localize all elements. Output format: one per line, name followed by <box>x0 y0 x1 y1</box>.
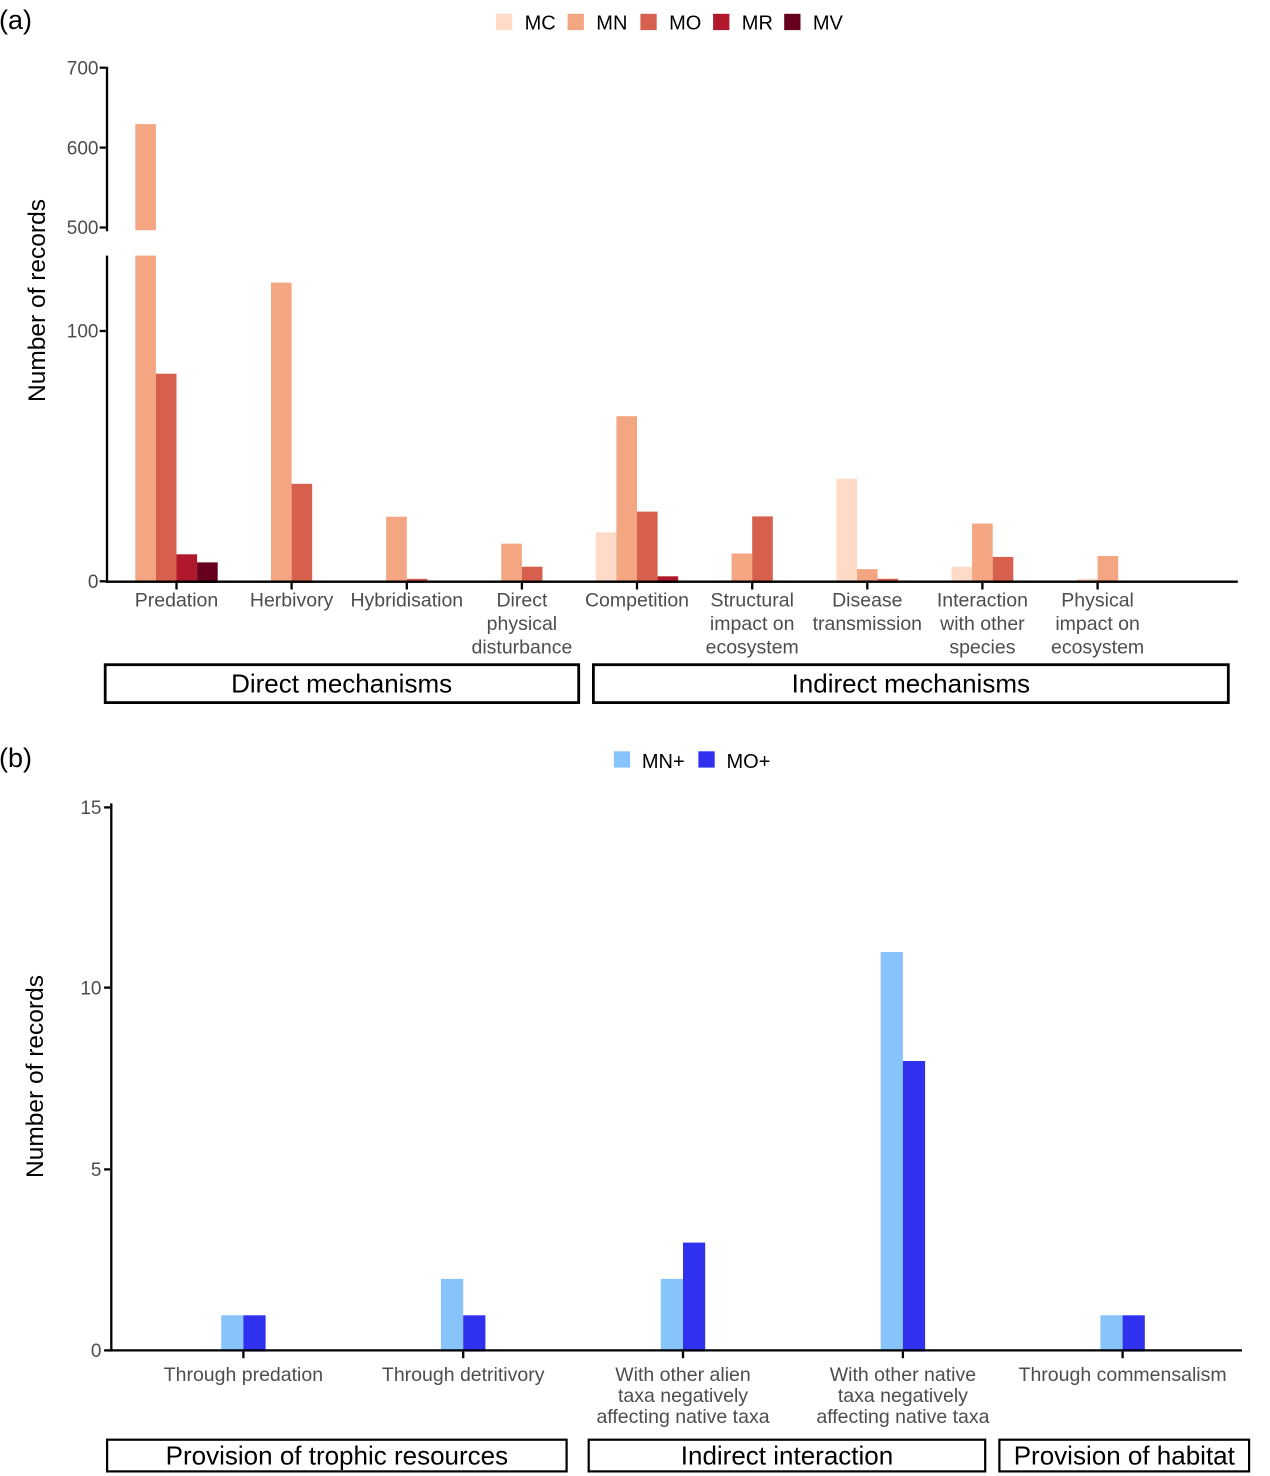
svg-text:Interaction: Interaction <box>937 589 1028 611</box>
svg-text:ecosystem: ecosystem <box>1051 636 1144 658</box>
svg-text:MV: MV <box>813 12 844 34</box>
svg-text:Through detritivory: Through detritivory <box>382 1364 545 1386</box>
svg-text:MN+: MN+ <box>642 751 685 773</box>
svg-text:0: 0 <box>91 1341 102 1362</box>
svg-text:Direct: Direct <box>496 589 548 611</box>
svg-text:700: 700 <box>67 58 99 79</box>
svg-text:MO+: MO+ <box>727 751 771 773</box>
svg-text:taxa negatively: taxa negatively <box>838 1385 968 1407</box>
svg-text:impact on: impact on <box>1055 613 1140 635</box>
svg-text:500: 500 <box>67 218 99 239</box>
svg-text:With other native: With other native <box>830 1364 976 1386</box>
svg-text:MO: MO <box>669 12 701 34</box>
svg-text:Disease: Disease <box>832 589 902 611</box>
svg-text:transmission: transmission <box>813 613 922 635</box>
svg-text:with other: with other <box>939 613 1025 635</box>
svg-text:Provision of habitat: Provision of habitat <box>1014 1441 1236 1471</box>
svg-text:Herbivory: Herbivory <box>250 589 334 611</box>
svg-text:physical: physical <box>487 613 557 635</box>
svg-text:600: 600 <box>67 138 99 159</box>
svg-text:MC: MC <box>525 12 556 34</box>
svg-text:Indirect interaction: Indirect interaction <box>681 1441 893 1471</box>
svg-text:Direct mechanisms: Direct mechanisms <box>231 669 452 699</box>
svg-text:Provision of trophic resources: Provision of trophic resources <box>166 1441 508 1471</box>
svg-text:Physical: Physical <box>1061 589 1134 611</box>
svg-text:disturbance: disturbance <box>471 636 572 658</box>
svg-text:affecting native taxa: affecting native taxa <box>596 1406 769 1428</box>
svg-text:Indirect mechanisms: Indirect mechanisms <box>792 669 1030 699</box>
svg-text:Through predation: Through predation <box>164 1364 323 1386</box>
svg-text:5: 5 <box>91 1160 102 1181</box>
svg-text:Competition: Competition <box>585 589 689 611</box>
svg-text:15: 15 <box>80 798 101 819</box>
svg-text:Number of records: Number of records <box>22 975 49 1178</box>
svg-text:ecosystem: ecosystem <box>706 636 799 658</box>
svg-text:MR: MR <box>742 12 773 34</box>
svg-text:MN: MN <box>596 12 627 34</box>
svg-text:Structural: Structural <box>710 589 793 611</box>
svg-text:Through commensalism: Through commensalism <box>1019 1364 1227 1386</box>
svg-text:taxa negatively: taxa negatively <box>618 1385 748 1407</box>
svg-text:Number of records: Number of records <box>24 199 51 402</box>
svg-text:(a): (a) <box>0 5 32 35</box>
svg-text:100: 100 <box>67 322 99 343</box>
svg-text:species: species <box>949 636 1015 658</box>
svg-text:affecting native taxa: affecting native taxa <box>816 1406 989 1428</box>
svg-text:0: 0 <box>88 572 99 593</box>
svg-text:Hybridisation: Hybridisation <box>350 589 463 611</box>
svg-text:Predation: Predation <box>135 589 218 611</box>
svg-text:With other alien: With other alien <box>615 1364 750 1386</box>
svg-text:(b): (b) <box>0 743 32 773</box>
svg-text:10: 10 <box>80 978 101 999</box>
svg-text:impact on: impact on <box>710 613 795 635</box>
